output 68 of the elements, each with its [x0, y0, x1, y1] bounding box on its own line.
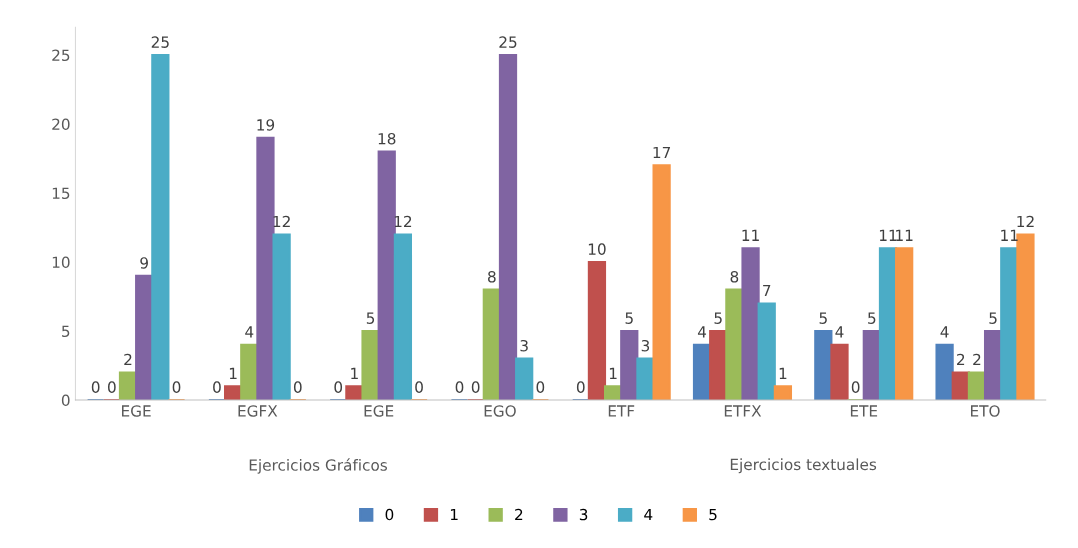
text: Ejercicios textuales [730, 458, 877, 474]
data-label: 4 [245, 326, 254, 338]
y-tick-label: 5 [62, 325, 70, 338]
legend-label: 1 [450, 508, 458, 521]
data-label: 5 [625, 312, 633, 324]
x-tick-label: ETFX [724, 405, 762, 417]
data-label: 1 [609, 367, 617, 379]
data-label: 8 [730, 270, 739, 283]
data-label: 4 [835, 326, 844, 338]
data-label: 2 [957, 353, 965, 366]
data-label: 4 [697, 326, 707, 338]
data-label: 19 [257, 119, 275, 131]
data-label: 3 [520, 339, 528, 352]
data-label: 18 [378, 132, 396, 145]
data-label: 0 [334, 381, 343, 393]
data-label: 8 [488, 270, 496, 283]
x-tick-label: EGO [484, 405, 516, 417]
legend-label: 0 [385, 508, 394, 521]
data-label: 2 [973, 353, 981, 366]
data-label: 9 [140, 257, 148, 269]
data-label: 0 [415, 381, 423, 393]
data-label: 0 [213, 381, 221, 393]
data-label: 25 [151, 36, 169, 48]
legend-label: 2 [515, 508, 523, 521]
data-label: 0 [172, 381, 181, 393]
data-label: 12 [1017, 215, 1034, 228]
x-tick-label: EGE [364, 405, 394, 417]
data-label: 11 [1001, 229, 1018, 241]
legend-label: 3 [579, 508, 588, 521]
y-tick-label: 25 [52, 49, 70, 62]
data-label: 1 [779, 367, 787, 379]
data-label: 11 [742, 229, 759, 241]
x-tick-label: ETF [608, 405, 635, 417]
y-tick-label: 0 [61, 394, 70, 407]
data-label: 10 [588, 243, 606, 255]
data-label: 0 [293, 381, 302, 393]
data-label: 11 [896, 229, 913, 241]
x-tick-label: EGFX [238, 405, 278, 417]
data-label: 5 [819, 312, 827, 324]
data-label: 17 [653, 146, 671, 159]
data-label: 3 [641, 339, 650, 352]
x-tick-label: ETO [971, 405, 1000, 417]
y-tick-label: 15 [52, 187, 70, 200]
data-label: 0 [471, 381, 480, 393]
text: Ejercicios Gráficos [249, 458, 388, 474]
data-label: 2 [124, 353, 132, 366]
data-label: 11 [879, 229, 897, 241]
data-label: 5 [366, 312, 375, 324]
data-label: 1 [229, 367, 237, 379]
data-label: 25 [499, 36, 517, 48]
data-label: 0 [851, 381, 860, 393]
data-label: 0 [576, 381, 585, 393]
data-label: 7 [763, 284, 771, 297]
legend-label: 5 [709, 508, 717, 521]
y-tick-label: 20 [52, 118, 70, 131]
data-label: 5 [714, 312, 722, 324]
x-tick-label: ETE [850, 405, 878, 417]
data-label: 5 [868, 312, 876, 324]
data-label: 0 [536, 381, 545, 393]
data-label: 5 [989, 312, 997, 324]
data-label: 0 [107, 381, 116, 393]
data-label: 4 [940, 326, 949, 338]
y-tick-label: 10 [52, 256, 70, 269]
data-label: 0 [91, 381, 100, 393]
legend-label: 4 [644, 508, 653, 521]
x-tick-label: EGE [122, 405, 151, 417]
data-label: 0 [455, 381, 464, 393]
data-label: 1 [351, 367, 358, 379]
